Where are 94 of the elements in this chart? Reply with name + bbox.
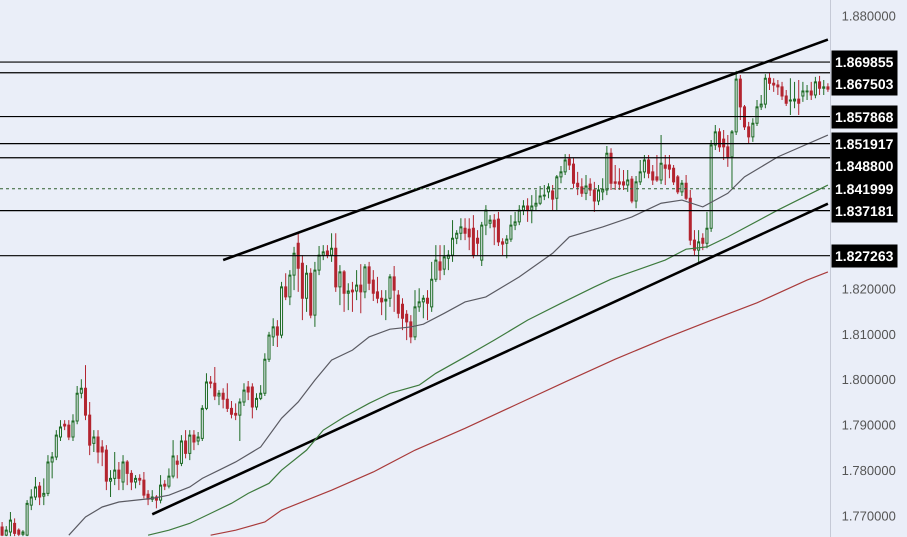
candlestick xyxy=(605,145,608,196)
line-series xyxy=(68,134,829,536)
candlestick xyxy=(346,282,350,311)
candlestick xyxy=(788,78,792,116)
candlestick xyxy=(309,268,312,319)
candlestick xyxy=(159,474,162,504)
candlestick xyxy=(134,474,138,489)
candlestick xyxy=(192,430,196,451)
y-tick-label: 1.880000 xyxy=(842,8,896,24)
candlestick xyxy=(359,264,362,314)
candlestick xyxy=(184,430,188,459)
candlestick xyxy=(492,214,496,246)
candlestick xyxy=(413,290,417,341)
candlestick xyxy=(680,180,684,196)
candlestick xyxy=(542,184,546,201)
candlestick xyxy=(630,175,634,204)
candlestick xyxy=(284,272,288,301)
candlestick xyxy=(818,75,822,96)
candlestick xyxy=(222,388,225,409)
candlestick xyxy=(330,232,334,262)
candlestick xyxy=(660,134,663,185)
candlestick xyxy=(622,170,626,191)
ref-line-label: 1.841999 xyxy=(835,181,894,197)
candlestick xyxy=(664,154,667,186)
candlestick xyxy=(188,430,192,461)
ref-line-label: 1.837181 xyxy=(835,203,894,219)
candlestick xyxy=(526,198,530,222)
line-series xyxy=(210,271,829,536)
candlestick xyxy=(697,230,700,264)
candlestick xyxy=(180,434,183,467)
candlestick xyxy=(826,82,830,92)
candlestick xyxy=(122,454,125,491)
candlestick xyxy=(280,281,284,339)
candlestick xyxy=(342,270,346,312)
candlestick xyxy=(584,174,588,201)
ref-line-label: 1.851917 xyxy=(835,136,894,152)
candlestick xyxy=(797,80,800,116)
y-tick-label: 1.800000 xyxy=(842,372,896,388)
candlestick xyxy=(772,78,776,92)
candlestick xyxy=(801,81,804,102)
candlestick xyxy=(814,76,817,99)
candlestick xyxy=(213,366,216,401)
candlestick xyxy=(234,402,238,421)
candlestick xyxy=(13,518,16,537)
y-tick-label: 1.770000 xyxy=(842,508,896,524)
candlestick xyxy=(472,214,475,259)
y-tick-label: 1.810000 xyxy=(842,326,896,342)
candlestick xyxy=(96,430,100,464)
candlestick xyxy=(438,244,442,281)
candlestick xyxy=(810,81,813,101)
candlestick xyxy=(326,244,329,259)
candlestick xyxy=(701,232,704,251)
candlestick xyxy=(334,232,338,292)
candlestick xyxy=(551,184,554,211)
candlestick xyxy=(355,270,358,301)
ref-line-label: 1.869855 xyxy=(835,54,894,70)
y-tick-label: 1.820000 xyxy=(842,281,896,296)
candlestick xyxy=(217,390,220,406)
candlestick xyxy=(610,148,613,191)
candlestick xyxy=(0,521,4,537)
candlestick xyxy=(276,320,279,348)
y-tick-label: 1.780000 xyxy=(842,463,896,478)
candlestick xyxy=(546,182,550,199)
candlestick xyxy=(163,480,166,491)
candlestick xyxy=(776,80,780,96)
candlestick xyxy=(350,281,354,312)
candlestick xyxy=(363,264,366,299)
candlestick xyxy=(442,244,446,276)
ref-line-label: 1.827263 xyxy=(835,248,894,264)
ref-line-label: 1.867503 xyxy=(835,76,894,92)
candlestick xyxy=(592,181,596,212)
candlestick xyxy=(92,430,96,452)
candlestick xyxy=(392,266,396,312)
candlestick xyxy=(768,72,772,91)
candlestick xyxy=(618,168,621,191)
y-tick-label: 1.790000 xyxy=(842,418,896,433)
ref-line-label: 1.848800 xyxy=(835,158,894,174)
candlestick xyxy=(338,264,342,306)
candlestick xyxy=(459,218,462,241)
candlestick xyxy=(38,481,42,506)
candlestick xyxy=(305,264,308,312)
candlestick xyxy=(655,154,658,182)
candlestick xyxy=(250,382,254,419)
candlestick xyxy=(426,290,430,321)
ref-line-label: 1.857868 xyxy=(835,109,894,125)
candlestick xyxy=(538,185,542,206)
candlestick xyxy=(764,74,767,109)
candlestick xyxy=(176,454,179,479)
candlestick xyxy=(626,170,630,192)
candlestick xyxy=(806,84,809,101)
candlestick xyxy=(67,420,70,441)
candlestick xyxy=(117,461,120,491)
candlestick xyxy=(822,80,826,96)
candlestick xyxy=(126,460,129,486)
